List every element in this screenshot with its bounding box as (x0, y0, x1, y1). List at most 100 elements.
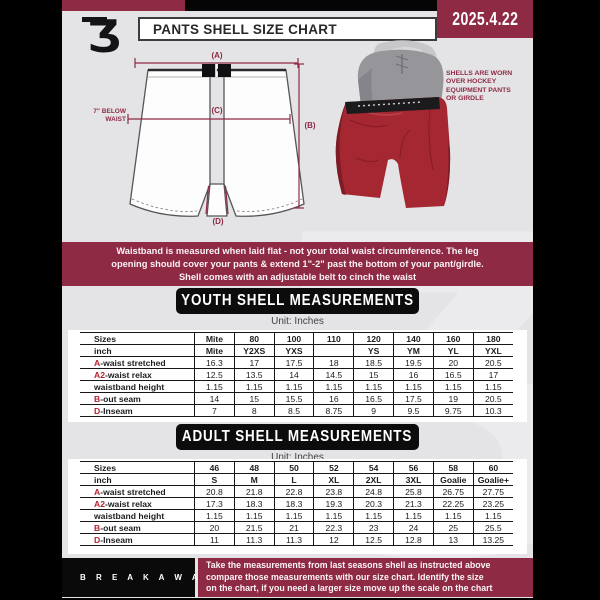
table-cell: 19 (432, 392, 474, 405)
table-cell: XL (313, 473, 355, 486)
table-cell: 17.3 (194, 497, 235, 510)
row-label-prefix: B (94, 522, 101, 533)
table-cell: 1.15 (233, 380, 275, 393)
table-cell: 22.3 (313, 521, 355, 534)
table-cell: 1.15 (432, 509, 474, 522)
date-badge: 2025.4.22 (437, 0, 533, 38)
row-label-prefix: D (94, 534, 101, 545)
top-bar-maroon (62, 0, 185, 11)
table-cell: YL (432, 344, 474, 357)
table-cell (313, 344, 355, 357)
table-cell: 160 (432, 332, 474, 345)
youth-section-banner: YOUTH SHELL MEASUREMENTS (176, 288, 419, 314)
table-cell: 17 (233, 356, 275, 369)
table-cell: 12.8 (393, 533, 434, 546)
table-cell: 1.15 (273, 509, 315, 522)
table-cell: 14 (194, 392, 235, 405)
page-title: PANTS SHELL SIZE CHART (138, 17, 437, 41)
table-cell: YXL (472, 344, 513, 357)
row-label: D-Inseam (80, 533, 195, 546)
table-row: D-Inseam 11 11.3 11.3 12 12.5 12.8 13 13.25 (80, 533, 513, 546)
row-label-prefix: A2 (94, 498, 105, 509)
table-cell: YS (353, 344, 395, 357)
svg-text:(A): (A) (211, 51, 222, 60)
table-cell: 14 (273, 368, 315, 381)
table-row: B-out seam 20 21.5 21 22.3 23 24 25 25.5 (80, 521, 513, 534)
table-cell: 54 (353, 461, 395, 474)
table-cell: 1.15 (313, 380, 355, 393)
date-text: 2025.4.22 (452, 8, 518, 29)
table-cell: 1.15 (194, 380, 235, 393)
table-cell: 120 (353, 332, 395, 345)
row-label: inch (80, 344, 195, 357)
table-cell: 1.15 (472, 380, 513, 393)
svg-text:(C): (C) (211, 106, 222, 115)
table-cell: 12.5 (353, 533, 395, 546)
table-cell: 1.15 (353, 509, 395, 522)
table-cell: 100 (273, 332, 315, 345)
youth-table: Sizes Mite 80 100 110 120 140 160 180 inch Mite Y2X… (80, 332, 513, 417)
table-cell: 24 (393, 521, 434, 534)
table-cell: 25 (432, 521, 474, 534)
row-label-prefix: B (94, 393, 101, 404)
table-cell: 22.8 (273, 485, 315, 498)
table-cell: 50 (273, 461, 315, 474)
table-row: Sizes 46 48 50 52 54 56 58 60 (80, 461, 513, 474)
table-row: inch S M L XL 2XL 3XL Goalie Goalie+ (80, 473, 513, 486)
table-cell: 16.3 (194, 356, 235, 369)
table-cell: 1.15 (393, 509, 434, 522)
table-cell: Mite (194, 344, 235, 357)
table-row: waistband height 1.15 1.15 1.15 1.15 1.15 1.15… (80, 509, 513, 522)
table-cell: Goalie+ (472, 473, 513, 486)
svg-text:(B): (B) (304, 121, 315, 130)
row-label: waistband height (80, 509, 195, 522)
footer-instructions: Take the measurements from last seasons … (198, 558, 533, 597)
svg-text:Ʒ: Ʒ (87, 11, 121, 56)
table-cell: 52 (313, 461, 355, 474)
row-label: Sizes (80, 332, 195, 345)
pants-diagram: (A) (B) (C) (D) (127, 51, 316, 226)
table-cell: L (273, 473, 315, 486)
row-label: B-out seam (80, 521, 195, 534)
table-cell: 46 (194, 461, 235, 474)
row-label-prefix: A2 (94, 369, 105, 380)
footer-brand-box: Ʒ B R E A K A W A Y (62, 558, 213, 597)
adult-table: Sizes 46 48 50 52 54 56 58 60 inch S M L XL 2XL 3XL Goal… (80, 461, 513, 546)
page-title-text: PANTS SHELL SIZE CHART (153, 21, 337, 37)
table-cell: 7 (194, 404, 235, 417)
adult-unit-label: Unit: Inches (271, 452, 324, 463)
footer-brand-text: B R E A K A W A Y (80, 573, 217, 582)
table-cell: 14.5 (313, 368, 355, 381)
row-label: Sizes (80, 461, 195, 474)
table-cell: 18.3 (273, 497, 315, 510)
row-label: A2-waist relax (80, 497, 195, 510)
row-label-prefix: D (94, 405, 101, 416)
table-cell: 25.8 (393, 485, 434, 498)
table-row: waistband height 1.15 1.15 1.15 1.15 1.15 1.15… (80, 380, 513, 393)
table-cell: 20.3 (353, 497, 395, 510)
svg-text:(D): (D) (212, 217, 223, 226)
table-cell: 27.75 (472, 485, 513, 498)
table-cell: 13 (432, 533, 474, 546)
youth-table-panel: Sizes Mite 80 100 110 120 140 160 180 inch Mite Y2X… (68, 330, 527, 422)
row-label: inch (80, 473, 195, 486)
table-cell: 20.5 (472, 392, 513, 405)
table-cell: Goalie (432, 473, 474, 486)
table-cell: 180 (472, 332, 513, 345)
table-cell: M (233, 473, 275, 486)
row-label: A-waist stretched (80, 356, 195, 369)
table-cell: YXS (273, 344, 315, 357)
table-cell: 8.75 (313, 404, 355, 417)
table-cell: 20 (194, 521, 235, 534)
row-label: D-Inseam (80, 404, 195, 417)
table-cell: 1.15 (313, 509, 355, 522)
table-cell: 17.5 (273, 356, 315, 369)
adult-table-panel: Sizes 46 48 50 52 54 56 58 60 inch S M L XL 2XL 3XL Goal… (68, 459, 527, 554)
table-cell: 9.75 (432, 404, 474, 417)
table-cell: 15 (353, 368, 395, 381)
table-cell: YM (393, 344, 434, 357)
table-cell: 1.15 (353, 380, 395, 393)
table-cell: 26.75 (432, 485, 474, 498)
table-row: Sizes Mite 80 100 110 120 140 160 180 (80, 332, 513, 345)
